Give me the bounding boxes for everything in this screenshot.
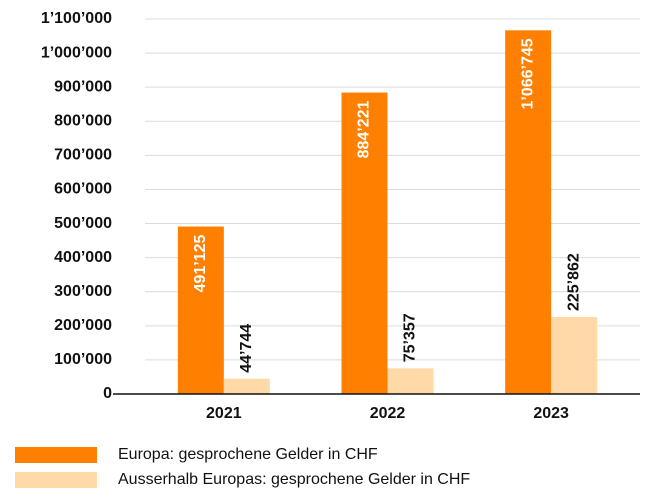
y-tick-label: 1’100’000 bbox=[41, 10, 112, 27]
legend-swatch bbox=[15, 447, 97, 463]
y-tick-label: 400’000 bbox=[54, 249, 112, 266]
x-tick-label: 2021 bbox=[206, 405, 242, 422]
value-label: 75’357 bbox=[402, 313, 419, 362]
bar bbox=[341, 92, 388, 394]
x-tick-label: 2023 bbox=[533, 405, 569, 422]
bar bbox=[387, 368, 434, 394]
y-tick-label: 300’000 bbox=[54, 283, 112, 300]
y-tick-label: 100’000 bbox=[54, 351, 112, 368]
y-tick-label: 600’000 bbox=[54, 181, 112, 198]
value-label: 44’744 bbox=[238, 324, 255, 373]
value-label: 884’221 bbox=[356, 100, 373, 158]
bar bbox=[551, 317, 598, 394]
y-tick-label: 0 bbox=[103, 385, 112, 402]
legend-label: Europa: gesprochene Gelder in CHF bbox=[118, 446, 378, 463]
y-tick-label: 900’000 bbox=[54, 78, 112, 95]
value-label: 225’862 bbox=[565, 253, 582, 311]
legend-label: Ausserhalb Europas: gesprochene Gelder i… bbox=[118, 471, 470, 488]
bar bbox=[505, 30, 552, 394]
y-tick-label: 800’000 bbox=[54, 112, 112, 129]
x-tick-label: 2022 bbox=[370, 405, 406, 422]
bar bbox=[223, 378, 270, 394]
bar bbox=[177, 226, 224, 394]
y-tick-label: 700’000 bbox=[54, 147, 112, 164]
legend-swatch bbox=[15, 472, 97, 488]
value-label: 1’066’745 bbox=[519, 38, 536, 109]
y-tick-label: 1’000’000 bbox=[41, 44, 112, 61]
value-label: 491’125 bbox=[192, 234, 209, 292]
y-tick-label: 200’000 bbox=[54, 317, 112, 334]
y-tick-label: 500’000 bbox=[54, 215, 112, 232]
